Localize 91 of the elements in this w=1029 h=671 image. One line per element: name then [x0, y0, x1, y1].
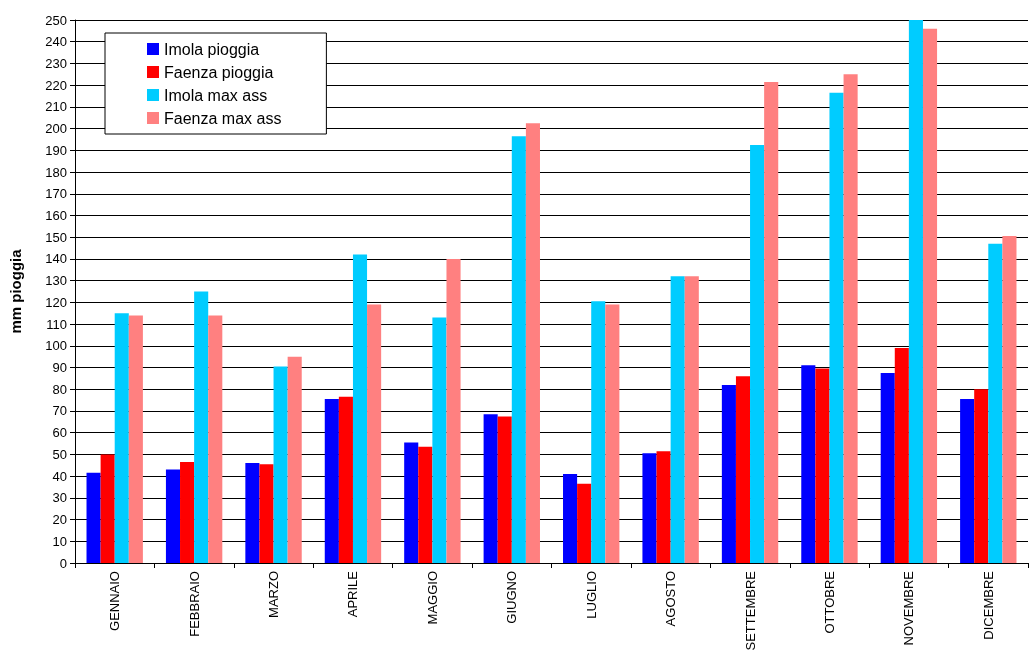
x-tick-label: AGOSTO: [663, 571, 679, 627]
bar: [432, 317, 447, 563]
bar: [338, 396, 353, 563]
y-tick-label: 240: [45, 34, 67, 50]
y-tick-label: 20: [52, 512, 67, 528]
x-tick-label: APRILE: [345, 570, 361, 618]
bar: [642, 453, 657, 563]
bar: [128, 315, 143, 563]
x-tick-label: FEBBRAIO: [186, 571, 202, 637]
bar: [525, 123, 540, 563]
y-tick-label: 250: [45, 12, 67, 28]
bar: [670, 276, 685, 563]
bar: [684, 276, 699, 563]
y-tick-label: 110: [46, 316, 67, 332]
y-tick-label: 80: [52, 381, 67, 397]
x-tick-label: OTTOBRE: [821, 570, 837, 634]
x-tick-label: MARZO: [266, 571, 282, 618]
bar: [86, 472, 101, 563]
y-tick-label: 130: [45, 273, 67, 289]
bar: [194, 291, 209, 563]
bar: [352, 254, 368, 563]
bar: [273, 366, 288, 563]
bar: [367, 304, 382, 563]
bar: [577, 483, 592, 563]
bar: [245, 463, 260, 563]
x-tick-label: MAGGIO: [424, 571, 440, 625]
y-tick-label: 40: [52, 468, 67, 484]
y-tick-label: 230: [45, 55, 67, 71]
legend-label: Imola max ass: [164, 86, 268, 104]
bar: [446, 258, 461, 563]
bar: [974, 389, 989, 563]
bar: [511, 136, 526, 563]
y-tick-label: 190: [45, 142, 67, 158]
bar: [829, 92, 844, 563]
legend-label: Faenza max ass: [164, 109, 282, 127]
bar: [563, 473, 578, 563]
x-tick-label: GENNAIO: [107, 571, 123, 631]
bar: [1002, 236, 1017, 563]
y-tick-label: 10: [52, 533, 67, 549]
bar: [960, 399, 975, 563]
y-tick-label: 0: [59, 555, 67, 571]
bar: [656, 451, 671, 563]
bar: [114, 313, 129, 563]
bar: [208, 315, 223, 563]
bar: [497, 416, 512, 563]
y-axis-title: mm pioggia: [7, 248, 24, 334]
bar: [750, 144, 765, 563]
bar: [324, 399, 339, 563]
bar: [880, 372, 895, 563]
y-tick-label: 100: [45, 338, 67, 354]
bar: [591, 301, 606, 563]
bar: [721, 384, 736, 563]
y-tick-label: 210: [45, 99, 67, 115]
x-tick-label: DICEMBRE: [980, 570, 996, 640]
bar: [988, 243, 1003, 563]
bar: [418, 446, 433, 563]
bar: [735, 376, 751, 563]
bar: [815, 368, 830, 563]
bar: [287, 356, 302, 563]
y-tick-label: 220: [45, 77, 67, 93]
bar: [165, 469, 181, 563]
bar: [259, 464, 274, 563]
bar: [764, 81, 779, 563]
y-tick-label: 60: [52, 425, 67, 441]
y-tick-label: 90: [52, 360, 67, 376]
x-tick-label: GIUGNO: [504, 571, 520, 624]
bar: [404, 442, 419, 563]
y-tick-label: 160: [45, 207, 67, 223]
bar: [894, 347, 909, 563]
bar: [483, 414, 498, 563]
x-tick-label: NOVEMBRE: [901, 570, 917, 646]
bar: [180, 462, 195, 563]
bar: [605, 304, 620, 563]
bar: [922, 28, 938, 563]
legend-label: Imola pioggia: [164, 40, 260, 58]
bar: [801, 365, 816, 563]
x-tick-label: LUGLIO: [583, 571, 599, 619]
bar: [908, 20, 923, 563]
y-tick-label: 150: [45, 229, 67, 245]
bar: [843, 74, 858, 563]
x-tick-label: SETTEMBRE: [742, 570, 758, 651]
y-tick-label: 140: [45, 251, 67, 267]
y-tick-label: 120: [45, 294, 67, 310]
y-tick-label: 170: [45, 186, 67, 202]
y-tick-label: 30: [52, 490, 67, 506]
y-tick-label: 200: [45, 121, 67, 137]
y-tick-label: 180: [45, 164, 67, 180]
y-tick-label: 70: [52, 403, 67, 419]
bar: [100, 454, 115, 563]
y-tick-label: 50: [52, 446, 67, 462]
legend-label: Faenza pioggia: [164, 63, 274, 81]
